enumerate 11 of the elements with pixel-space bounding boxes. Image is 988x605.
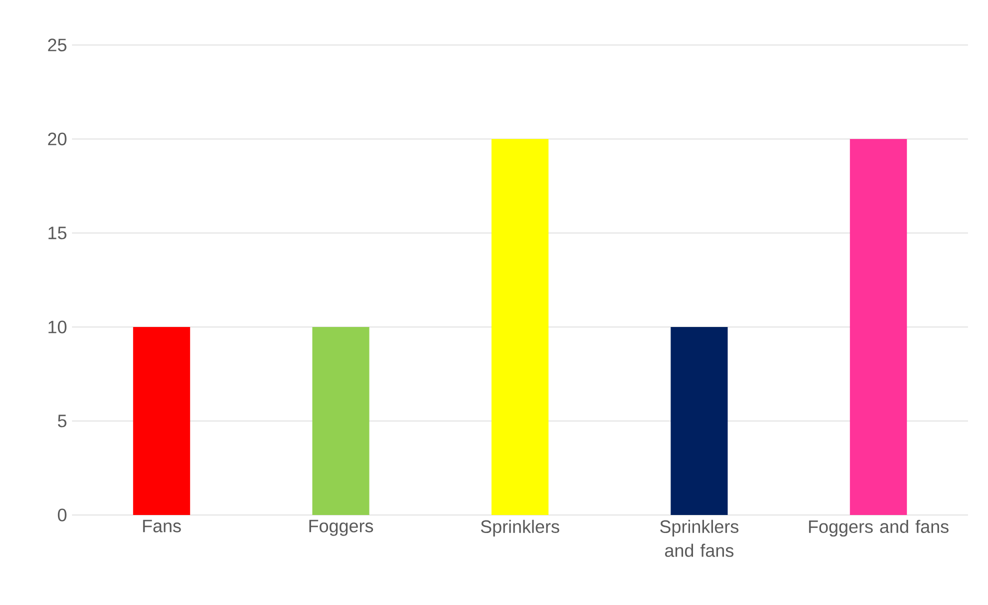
x-tick-label: Foggers and fans	[809, 520, 949, 537]
y-tick-label: 15	[48, 226, 66, 240]
y-tick-label: 0	[58, 508, 66, 522]
y-tick-label: 25	[48, 38, 66, 52]
x-tick-label: Sprinklers	[480, 520, 560, 537]
y-tick-label: 10	[48, 320, 66, 334]
x-tick-label: Fans	[143, 520, 181, 532]
y-tick-label: 20	[48, 132, 66, 146]
y-tick-label: 5	[58, 414, 66, 428]
x-tick-label: Sprinklers and fans	[660, 520, 738, 557]
x-tick-label: Foggers	[309, 520, 374, 536]
